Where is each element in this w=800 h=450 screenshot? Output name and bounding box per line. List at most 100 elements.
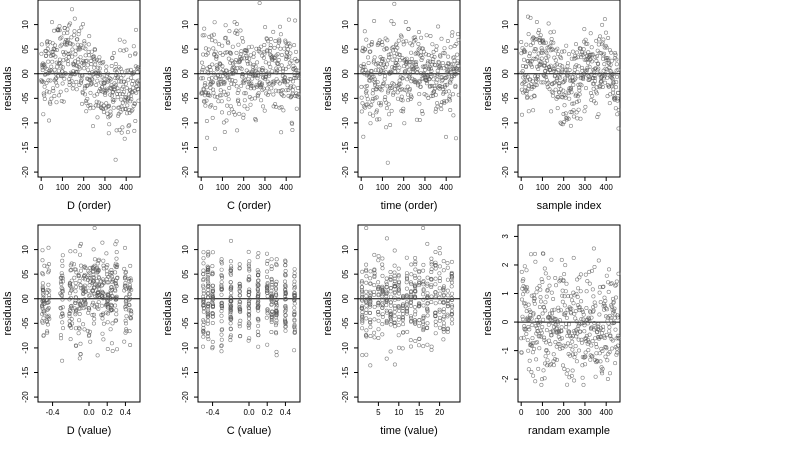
data-point	[568, 294, 573, 299]
data-point	[265, 282, 270, 287]
data-point	[396, 274, 401, 279]
data-point	[46, 59, 51, 64]
data-point	[91, 54, 96, 59]
x-axis-label: D (order)	[67, 200, 111, 212]
data-point	[589, 59, 594, 64]
data-point	[372, 18, 377, 23]
data-point	[433, 282, 438, 287]
data-point	[286, 47, 291, 52]
data-point	[563, 263, 568, 268]
data-point	[283, 296, 288, 301]
data-point	[260, 66, 265, 71]
data-point	[126, 302, 131, 307]
data-point	[562, 120, 567, 125]
data-point	[105, 111, 110, 116]
point-series	[359, 1, 461, 165]
data-point	[56, 93, 61, 98]
data-point	[524, 268, 529, 273]
data-point	[116, 113, 121, 118]
data-point	[368, 269, 373, 274]
data-point	[375, 80, 380, 85]
data-point	[442, 51, 447, 56]
data-point	[114, 70, 119, 75]
data-point	[372, 83, 377, 88]
data-point	[376, 335, 381, 340]
data-point	[220, 64, 225, 69]
data-point	[529, 64, 534, 69]
data-point	[236, 97, 241, 102]
data-point	[292, 330, 297, 335]
data-point	[520, 69, 525, 74]
data-point	[596, 258, 601, 263]
data-point	[256, 305, 261, 310]
data-point	[589, 268, 594, 273]
data-point	[126, 68, 131, 73]
data-point	[113, 242, 118, 247]
data-point	[220, 275, 225, 280]
data-point	[70, 47, 75, 52]
data-point	[370, 99, 375, 104]
data-point	[59, 42, 64, 47]
data-point	[574, 359, 579, 364]
data-point	[121, 48, 126, 53]
data-point	[42, 263, 47, 268]
data-point	[541, 38, 546, 43]
data-point	[544, 328, 549, 333]
data-point	[599, 75, 604, 80]
data-point	[226, 41, 231, 46]
data-point	[523, 304, 528, 309]
data-point	[274, 318, 279, 323]
data-point	[608, 62, 613, 67]
data-point	[110, 55, 115, 60]
data-point	[611, 71, 616, 76]
data-point	[41, 295, 46, 300]
data-point	[544, 294, 549, 299]
data-point	[607, 329, 612, 334]
data-point	[113, 61, 118, 66]
data-point	[237, 288, 242, 293]
x-tick-label: 300	[418, 183, 432, 192]
data-point	[363, 68, 368, 73]
data-point	[368, 276, 373, 281]
data-point	[60, 313, 65, 318]
data-point	[602, 303, 607, 308]
data-point	[219, 267, 224, 272]
data-point	[380, 256, 385, 261]
data-point	[108, 112, 113, 117]
data-point	[398, 87, 403, 92]
data-point	[54, 100, 59, 105]
data-point	[387, 55, 392, 60]
data-point	[105, 292, 110, 297]
data-point	[296, 68, 301, 73]
data-point	[429, 267, 434, 272]
data-point	[247, 316, 252, 321]
data-point	[456, 92, 461, 97]
data-point	[251, 54, 256, 59]
data-point	[248, 61, 253, 66]
x-tick-label: 100	[56, 183, 70, 192]
data-point	[201, 288, 206, 293]
data-point	[366, 71, 371, 76]
data-point	[456, 37, 461, 42]
data-point	[370, 91, 375, 96]
data-point	[433, 311, 438, 316]
data-point	[392, 324, 397, 329]
data-point	[386, 52, 391, 57]
data-point	[449, 272, 454, 277]
data-point	[454, 41, 459, 46]
data-point	[236, 88, 241, 93]
data-point	[118, 48, 123, 53]
data-point	[95, 115, 100, 120]
y-tick-label: 1	[501, 291, 510, 296]
data-point	[426, 59, 431, 64]
data-point	[124, 295, 129, 300]
data-point	[288, 44, 293, 49]
data-point	[432, 54, 437, 59]
data-point	[125, 111, 130, 116]
data-point	[421, 72, 426, 77]
data-point	[257, 0, 262, 6]
data-point	[210, 339, 215, 344]
y-tick-label: -10	[341, 117, 350, 129]
data-point	[613, 95, 618, 100]
